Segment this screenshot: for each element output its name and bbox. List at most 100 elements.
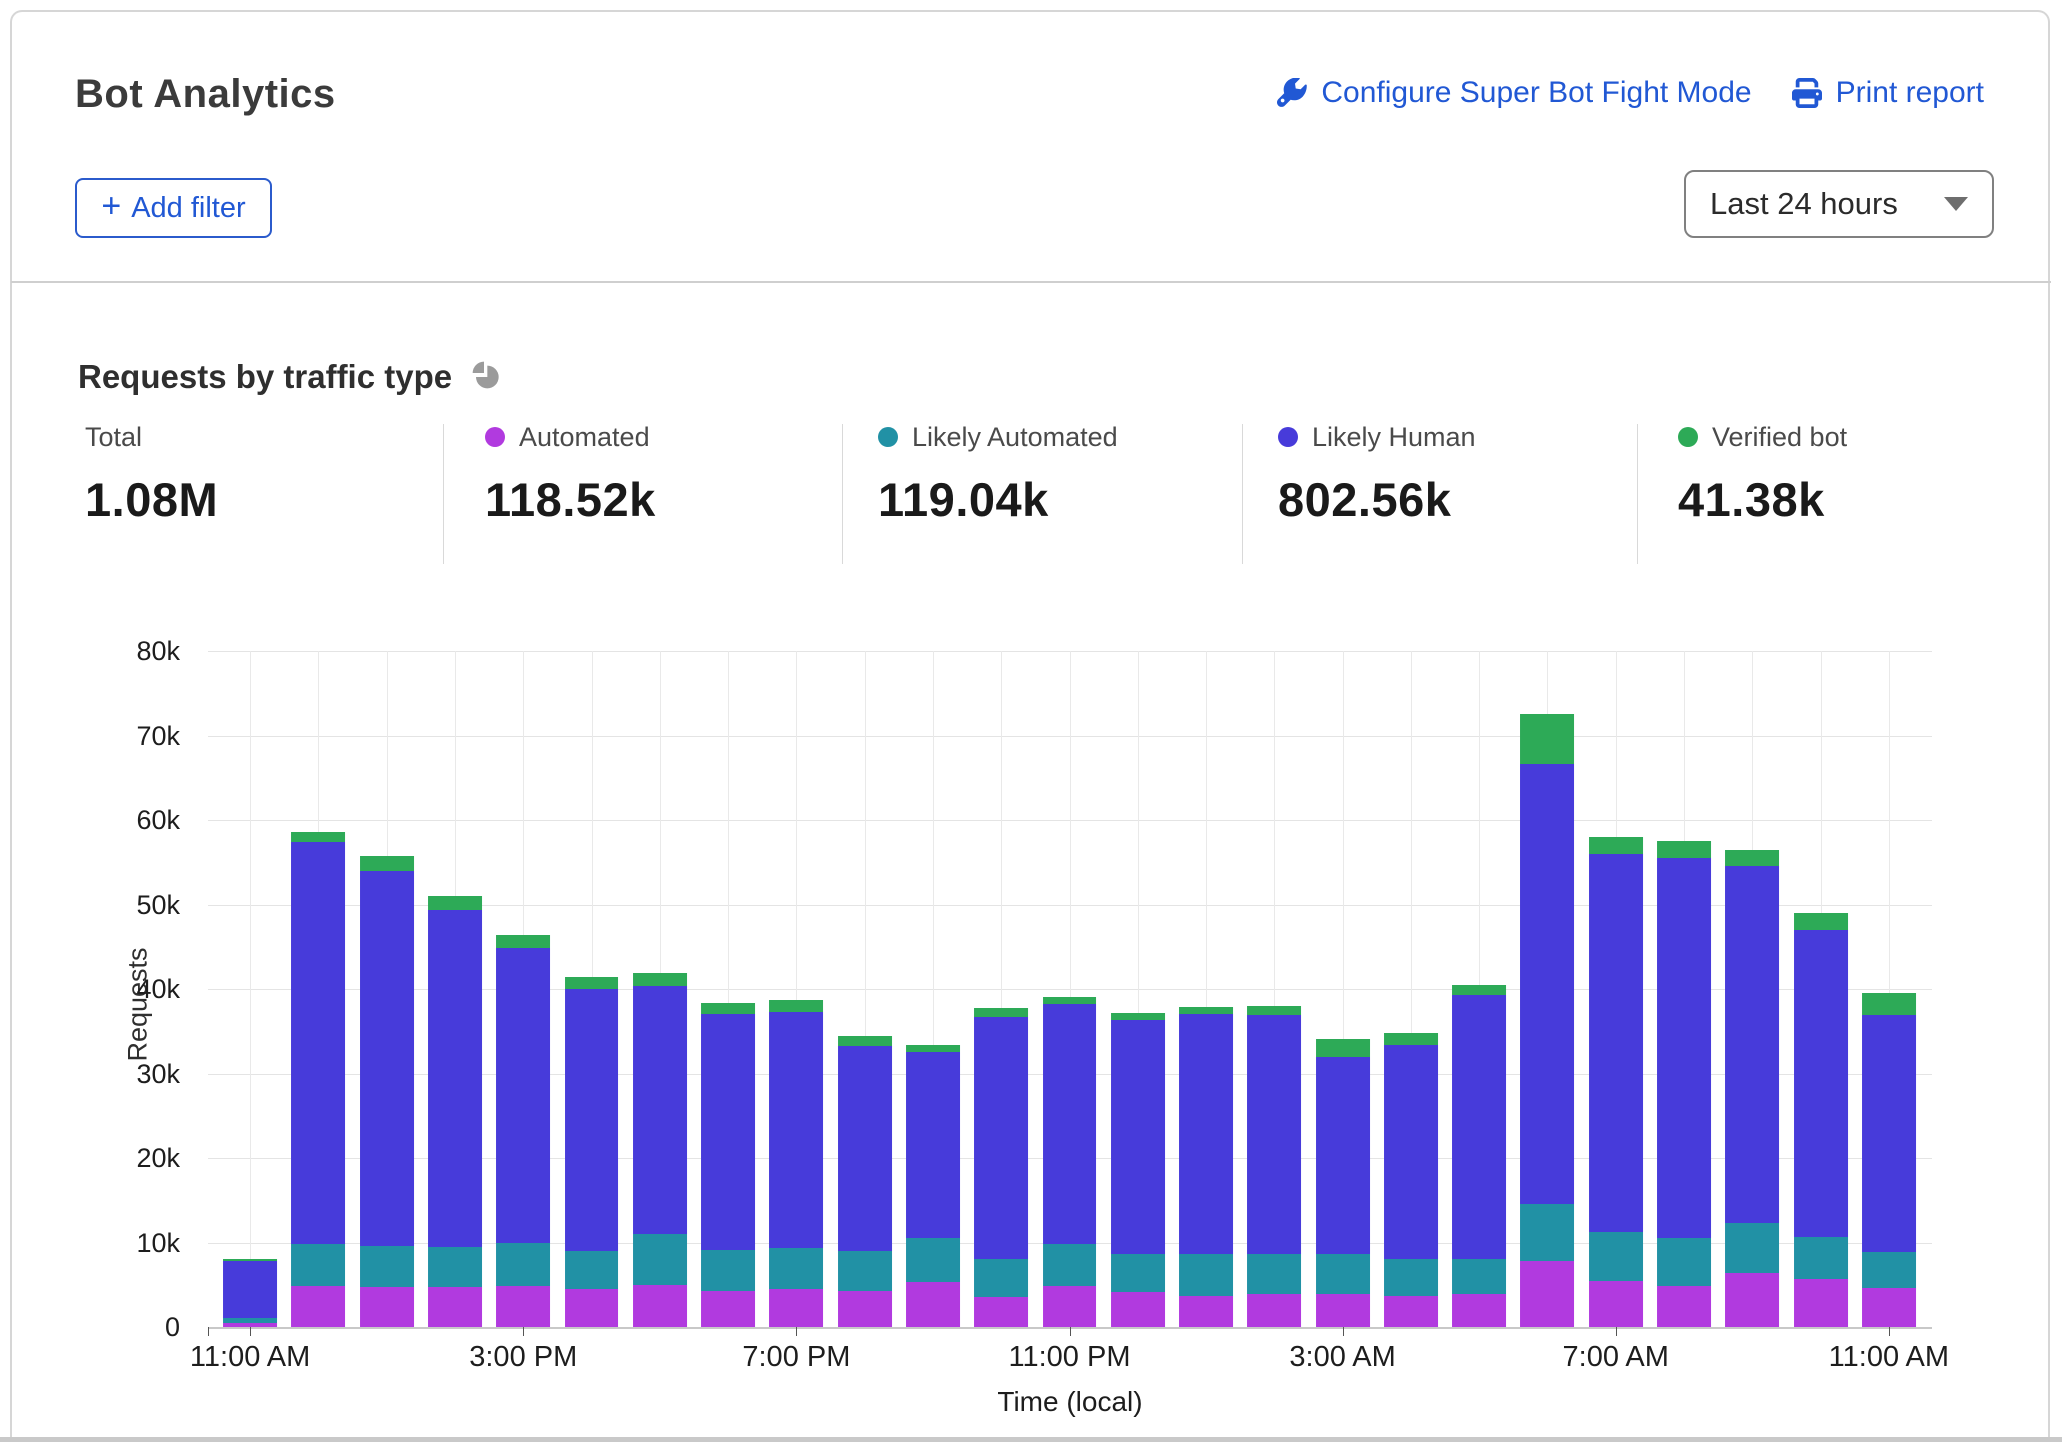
x-tick-label: 7:00 AM <box>1562 1341 1669 1373</box>
bar-segment-likely-automated <box>564 1250 619 1289</box>
stat-value: 802.56k <box>1278 473 1452 526</box>
stat-label: Automated <box>519 421 650 452</box>
configure-super-bot-fight-mode-link[interactable]: Configure Super Bot Fight Mode <box>1277 76 1752 110</box>
chart-bar-11-00-am[interactable] <box>1855 651 1923 1327</box>
bar-segment-verified-bot <box>837 1036 892 1046</box>
bar-segment-likely-automated <box>1520 1204 1575 1262</box>
bar-segment-likely-human <box>428 910 482 1247</box>
legend-dot <box>1278 427 1298 447</box>
bar-segment-automated <box>496 1286 551 1327</box>
chart-bar-8-00-am[interactable] <box>1650 651 1718 1327</box>
bar-segment-verified-bot <box>701 1002 756 1015</box>
chart-bar-5-00-am[interactable] <box>1445 651 1513 1327</box>
x-axis-title: Time (local) <box>997 1386 1143 1417</box>
bar-segment-likely-automated <box>1383 1259 1438 1296</box>
chart-bar-3-00-am[interactable] <box>1309 651 1377 1327</box>
requests-chart: Requests Time (local) 0 10k 20k 30k 40k 50k 60… <box>0 630 2062 1420</box>
chart-bar-12-00-am[interactable] <box>1104 651 1172 1327</box>
bar-segment-verified-bot <box>1452 984 1507 995</box>
bar-segment-likely-automated <box>1110 1253 1165 1292</box>
configure-link-label: Configure Super Bot Fight Mode <box>1321 76 1752 109</box>
bar-segment-verified-bot <box>1110 1012 1165 1021</box>
stat-value: 119.04k <box>878 473 1049 526</box>
time-range-value: Last 24 hours <box>1710 186 1898 221</box>
bar-segment-automated <box>1657 1286 1712 1327</box>
chart-bar-9-00-pm[interactable] <box>899 651 967 1327</box>
bar-stack <box>1725 849 1780 1327</box>
chart-bar-7-00-pm[interactable] <box>762 651 830 1327</box>
bar-stack <box>905 1044 960 1327</box>
bar-segment-verified-bot <box>223 1259 278 1262</box>
stat-likely-human[interactable]: Likely Human 802.56k <box>1278 420 1476 527</box>
bar-segment-likely-automated <box>291 1244 346 1287</box>
chart-bar-3-00-pm[interactable] <box>489 651 557 1327</box>
bar-segment-likely-human <box>1520 764 1575 1205</box>
bar-segment-verified-bot <box>1383 1032 1438 1045</box>
chart-bar-6-00-am[interactable] <box>1513 651 1581 1327</box>
stat-likely-automated[interactable]: Likely Automated 119.04k <box>878 420 1118 527</box>
y-tick-label: 0 <box>164 1312 180 1342</box>
stat-total[interactable]: Total 1.08M <box>85 420 218 527</box>
bar-segment-automated <box>837 1290 892 1327</box>
plus-icon: + <box>101 187 122 225</box>
bar-segment-automated <box>905 1282 960 1327</box>
bar-segment-likely-human <box>1861 1015 1916 1252</box>
chart-bar-6-00-pm[interactable] <box>694 651 762 1327</box>
bar-stack <box>223 1259 278 1327</box>
chart-bar-12-00-pm[interactable] <box>284 651 352 1327</box>
gridline-x <box>1342 651 1344 1327</box>
add-filter-button[interactable]: + Add filter <box>75 178 272 238</box>
chart-bar-9-00-am[interactable] <box>1718 651 1786 1327</box>
print-report-link[interactable]: Print report <box>1791 76 1984 110</box>
x-tick <box>796 1327 798 1336</box>
time-range-dropdown[interactable]: Last 24 hours <box>1684 170 1994 238</box>
bar-segment-likely-automated <box>769 1248 824 1289</box>
bar-segment-automated <box>1725 1272 1780 1327</box>
bar-segment-verified-bot <box>1520 714 1575 765</box>
chart-bar-10-00-am[interactable] <box>1786 651 1854 1327</box>
x-tick <box>1342 1327 1344 1336</box>
bar-stack <box>1247 1005 1302 1327</box>
stat-value: 1.08M <box>85 473 219 526</box>
bar-stack <box>1110 1012 1165 1327</box>
bar-segment-likely-automated <box>1315 1253 1370 1295</box>
chart-bar-11-00-am[interactable] <box>216 651 284 1327</box>
bar-segment-likely-human <box>974 1016 1029 1260</box>
gridline-x <box>796 651 798 1327</box>
bar-segment-likely-automated <box>1452 1258 1507 1295</box>
chart-bar-1-00-am[interactable] <box>1172 651 1240 1327</box>
chart-bar-8-00-pm[interactable] <box>831 651 899 1327</box>
x-tick <box>250 1327 252 1336</box>
legend-dot <box>1678 427 1698 447</box>
chart-bar-2-00-am[interactable] <box>1240 651 1308 1327</box>
gridline-x <box>1410 651 1412 1327</box>
bar-segment-likely-human <box>1315 1056 1370 1254</box>
x-tick <box>1615 1327 1617 1336</box>
stat-label: Total <box>85 421 143 452</box>
chart-bar-10-00-pm[interactable] <box>967 651 1035 1327</box>
chart-bar-4-00-pm[interactable] <box>557 651 625 1327</box>
bar-segment-verified-bot <box>1042 996 1097 1005</box>
bar-segment-automated <box>564 1288 619 1327</box>
chart-bar-1-00-pm[interactable] <box>353 651 421 1327</box>
bar-segment-verified-bot <box>769 1000 824 1012</box>
bar-segment-likely-human <box>1725 865 1780 1224</box>
chart-bar-11-00-pm[interactable] <box>1035 651 1103 1327</box>
bar-segment-likely-automated <box>701 1250 756 1291</box>
bar-segment-verified-bot <box>359 856 414 871</box>
bar-stack <box>1383 1032 1438 1327</box>
chart-bar-4-00-am[interactable] <box>1377 651 1445 1327</box>
bar-segment-likely-human <box>496 947 551 1243</box>
chart-bar-7-00-am[interactable] <box>1582 651 1650 1327</box>
stat-automated[interactable]: Automated 118.52k <box>485 420 656 527</box>
x-tick <box>1888 1327 1890 1336</box>
bar-stack <box>1179 1006 1234 1327</box>
bar-segment-verified-bot <box>1315 1038 1370 1057</box>
chart-bar-2-00-pm[interactable] <box>421 651 489 1327</box>
bar-segment-likely-human <box>1793 929 1848 1238</box>
chart-bar-5-00-pm[interactable] <box>626 651 694 1327</box>
stat-verified-bot[interactable]: Verified bot 41.38k <box>1678 420 1847 527</box>
bar-stack <box>359 856 414 1327</box>
bar-segment-automated <box>1042 1286 1097 1327</box>
print-link-label: Print report <box>1835 76 1984 109</box>
